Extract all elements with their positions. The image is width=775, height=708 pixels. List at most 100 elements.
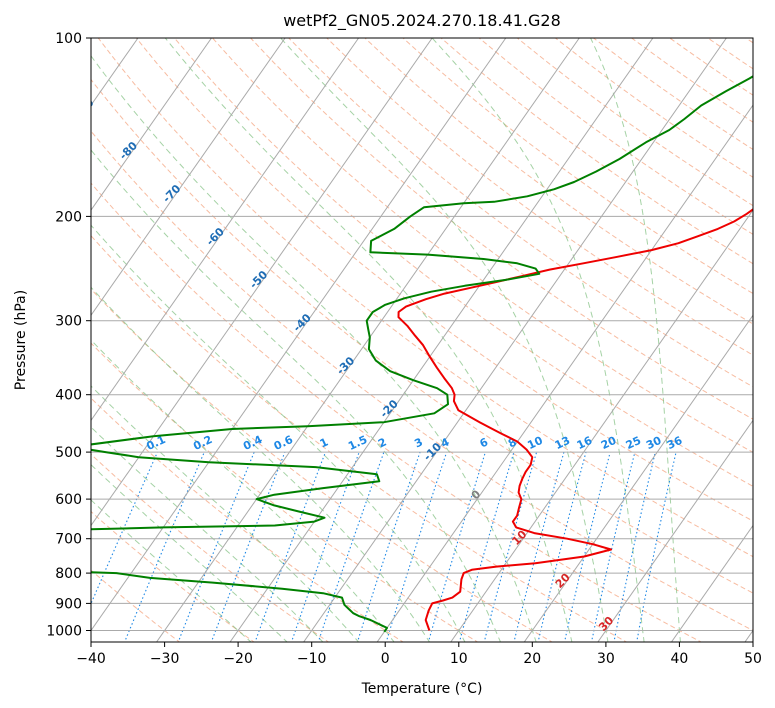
mixing-ratio-label: 0.2: [191, 433, 214, 453]
isotherm-line: [91, 38, 212, 212]
x-tick-label: −40: [76, 651, 106, 667]
mixing-ratio-line: [458, 451, 515, 642]
moist-adiabat-line: [91, 224, 466, 642]
mixing-ratio-line: [317, 451, 385, 642]
skewed-isotherms: [0, 38, 753, 643]
isotherm-line: [670, 524, 753, 642]
mixing-ratio-label: 25: [624, 434, 643, 452]
moist-adiabat-line: [91, 339, 395, 642]
x-tick-label: 10: [450, 651, 468, 667]
pressure-gridlines: [91, 38, 753, 631]
dry-adiabat-line: [212, 38, 753, 453]
mixing-ratio-label: 0.4: [241, 433, 264, 453]
moist-adiabat-line: [280, 38, 609, 642]
y-tick-label: 600: [55, 492, 82, 508]
isotherm-line: [0, 38, 64, 643]
temperature-profile-line: [397, 208, 753, 631]
isotherm-line: [303, 38, 727, 642]
moist-adiabat-line: [590, 38, 681, 642]
mixing-ratio-line: [483, 451, 538, 642]
isotherm-label: 40: [640, 657, 660, 677]
mixing-ratio-label: 30: [644, 434, 664, 452]
mixing-ratio-line: [537, 451, 587, 642]
isotherm-label: -30: [334, 354, 357, 377]
mixing-ratio-line: [254, 451, 327, 642]
isotherm-line: [450, 209, 753, 642]
dry-adiabat-line: [174, 38, 753, 487]
mixing-ratio-line: [177, 451, 255, 642]
dry-adiabat-line: [91, 182, 702, 642]
mixing-ratio-label: 2: [376, 435, 388, 450]
y-tick-label: 500: [55, 445, 82, 461]
dewpoint-profile-line: [91, 75, 753, 633]
isotherm-line: [376, 104, 753, 642]
y-tick-label: 200: [55, 209, 82, 225]
isotherm-label: -20: [378, 397, 401, 420]
chart-title: wetPf2_GN05.2024.270.18.41.G28: [283, 11, 561, 31]
dry-adiabat-line: [91, 569, 181, 642]
mixing-ratio-label: 20: [599, 434, 619, 452]
dry-adiabat-line: [91, 288, 553, 642]
mixing-ratio-label: 3: [412, 435, 424, 450]
dry-adiabat-line: [440, 38, 753, 265]
mixing-ratio-labels: 0.1 0.2 0.4 0.6 1 1.5 2 3 4 6 8 10 13 16 20 25 30 36: [144, 433, 684, 453]
dry-adiabat-line: [745, 38, 753, 44]
mixing-ratio-line: [210, 451, 286, 642]
mixing-ratio-label: 16: [575, 434, 595, 452]
y-tick-label: 900: [55, 596, 82, 612]
dry-adiabat-line: [135, 38, 753, 522]
moist-adiabats: [91, 38, 681, 642]
isotherm-label: 20: [553, 571, 573, 591]
moist-adiabat-line: [91, 499, 252, 642]
x-axis-label: Temperature (°C): [361, 681, 483, 697]
dry-adiabat-line: [326, 38, 753, 356]
mixing-ratio-label: 1.5: [346, 433, 369, 453]
isotherm-line: [523, 314, 753, 642]
dry-adiabat-line: [91, 342, 479, 642]
isotherm-line: [91, 38, 433, 527]
dry-adiabat-line: [91, 235, 628, 642]
moist-adiabat-line: [91, 426, 324, 642]
x-tick-label: 0: [381, 651, 390, 667]
isotherm-line: [597, 419, 753, 642]
mixing-ratio-line: [124, 451, 205, 642]
dry-adiabat-line: [91, 510, 255, 642]
y-tick-label: 400: [55, 388, 82, 404]
plot-frame: [90, 37, 754, 643]
mixing-ratio-line: [563, 451, 611, 642]
mixing-ratio-line: [91, 451, 159, 606]
y-tick-label: 1000: [46, 624, 82, 640]
mixing-ratio-line: [290, 451, 360, 642]
dry-adiabat-line: [288, 38, 753, 388]
mixing-ratio-line: [356, 451, 421, 642]
y-tick-label: 800: [55, 566, 82, 582]
isotherm-label: -90: [73, 96, 96, 119]
sounding-profiles: [91, 75, 753, 633]
isotherm-label: -70: [160, 182, 183, 205]
y-axis-ticks: 100 200 300 400 500 600 700 800 900 1000: [46, 31, 91, 640]
x-tick-label: −10: [297, 651, 327, 667]
isotherm-label: -40: [291, 311, 314, 334]
mixing-ratio-lines: [91, 451, 677, 642]
mixing-ratio-line: [427, 451, 486, 642]
y-tick-label: 300: [55, 314, 82, 330]
mixing-ratio-label: 0.6: [272, 433, 295, 453]
dry-adiabat-line: [669, 38, 753, 96]
mixing-ratio-label: 1: [318, 435, 330, 450]
isotherm-label: -100: [27, 50, 56, 79]
mixing-ratio-line: [590, 451, 636, 642]
isotherm-label: -80: [117, 139, 140, 162]
mixing-ratio-label: 36: [665, 434, 685, 452]
x-tick-label: −30: [150, 651, 180, 667]
moist-adiabat-line: [91, 385, 360, 642]
moist-adiabat-line: [91, 286, 431, 642]
x-tick-label: 30: [597, 651, 615, 667]
isotherm-label: -60: [204, 225, 227, 248]
y-tick-label: 100: [55, 31, 82, 47]
mixing-ratio-line: [636, 451, 677, 642]
x-tick-label: 20: [523, 651, 541, 667]
mixing-ratio-line: [613, 451, 656, 642]
isotherm-line: [155, 38, 580, 642]
